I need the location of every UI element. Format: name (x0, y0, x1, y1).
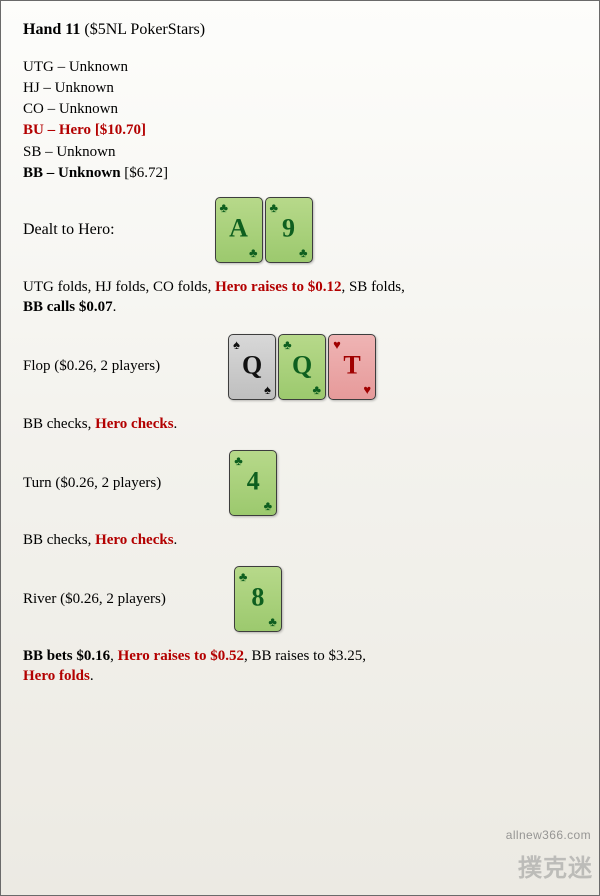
card-rank: 4 (247, 464, 260, 499)
pos-sb: SB – Unknown (23, 142, 577, 162)
hand-title: Hand 11 ($5NL PokerStars) (23, 19, 577, 41)
hero-cards: ♣A♣♣9♣ (215, 197, 313, 263)
flop-row: Flop ($0.26, 2 players) ♠Q♠♣Q♣♥T♥ (23, 334, 577, 400)
card-pip-icon: ♣ (270, 201, 279, 214)
turn-label: Turn ($0.26, 2 players) (23, 473, 161, 493)
card-pip-icon: ♣ (220, 201, 229, 214)
hand-stakes: ($5NL PokerStars) (80, 21, 205, 38)
card-rank: Q (242, 347, 262, 382)
playing-card: ♠Q♠ (228, 334, 276, 400)
river-hero-fold: Hero folds (23, 668, 90, 684)
playing-card: ♣A♣ (215, 197, 263, 263)
pos-co: CO – Unknown (23, 99, 577, 119)
card-pip-icon: ♥ (333, 338, 341, 351)
positions-list: UTG – Unknown HJ – Unknown CO – Unknown … (23, 57, 577, 184)
playing-card: ♥T♥ (328, 334, 376, 400)
river-row: River ($0.26, 2 players) ♣8♣ (23, 566, 577, 632)
flop-text-a: BB checks, (23, 416, 95, 432)
card-pip-icon: ♣ (313, 383, 322, 396)
dealt-label: Dealt to Hero: (23, 219, 115, 241)
card-rank: 9 (282, 211, 295, 246)
preflop-bb: BB calls $0.07 (23, 299, 113, 315)
card-pip-icon: ♣ (234, 454, 243, 467)
turn-text-b: . (174, 532, 178, 548)
card-rank: 8 (251, 580, 264, 615)
pos-bb: BB – Unknown [$6.72] (23, 163, 577, 183)
card-rank: Q (292, 347, 312, 382)
watermark-cn: 撲克迷 (518, 853, 593, 885)
preflop-dot: . (113, 299, 117, 315)
flop-label: Flop ($0.26, 2 players) (23, 356, 160, 376)
turn-action: BB checks, Hero checks. (23, 530, 577, 550)
pos-bu-stack: [$10.70] (91, 122, 146, 138)
flop-text-b: . (174, 416, 178, 432)
preflop-text-a: UTG folds, HJ folds, CO folds, (23, 279, 215, 295)
hand-number: Hand 11 (23, 21, 80, 38)
pos-bu: BU – Hero [$10.70] (23, 120, 577, 140)
card-pip-icon: ♥ (363, 383, 371, 396)
flop-action: BB checks, Hero checks. (23, 414, 577, 434)
card-pip-icon: ♣ (249, 246, 258, 259)
river-bb-bet: BB bets $0.16 (23, 648, 110, 664)
flop-hero: Hero checks (95, 416, 173, 432)
turn-cards: ♣ 4 ♣ (229, 450, 277, 516)
preflop-action: UTG folds, HJ folds, CO folds, Hero rais… (23, 277, 577, 318)
turn-text-a: BB checks, (23, 532, 95, 548)
card-pip-icon: ♠ (264, 383, 271, 396)
pos-bb-stack: [$6.72] (121, 165, 169, 181)
pos-bu-hero: BU – Hero (23, 122, 91, 138)
dealt-row: Dealt to Hero: ♣A♣♣9♣ (23, 197, 577, 263)
card-pip-icon: ♣ (268, 615, 277, 628)
card-rank: A (229, 211, 248, 246)
pos-utg: UTG – Unknown (23, 57, 577, 77)
preflop-hero: Hero raises to $0.12 (215, 279, 341, 295)
preflop-text-b: , SB folds, (341, 279, 404, 295)
river-hero-raise: Hero raises to $0.52 (118, 648, 244, 664)
pos-bb-label: BB – Unknown (23, 165, 121, 181)
river-cards: ♣8♣ (234, 566, 282, 632)
river-bb-reraise: , BB raises to $3.25, (244, 648, 366, 664)
card-pip-icon: ♣ (264, 499, 273, 512)
card-pip-icon: ♠ (233, 338, 240, 351)
turn-row: Turn ($0.26, 2 players) ♣ 4 ♣ (23, 450, 577, 516)
pos-hj: HJ – Unknown (23, 78, 577, 98)
card-rank: T (343, 347, 360, 382)
river-comma: , (110, 648, 118, 664)
river-dot: . (90, 668, 94, 684)
playing-card: ♣9♣ (265, 197, 313, 263)
playing-card: ♣Q♣ (278, 334, 326, 400)
river-label: River ($0.26, 2 players) (23, 589, 166, 609)
card-pip-icon: ♣ (283, 338, 292, 351)
card-pip-icon: ♣ (299, 246, 308, 259)
river-action: BB bets $0.16, Hero raises to $0.52, BB … (23, 646, 577, 687)
turn-hero: Hero checks (95, 532, 173, 548)
flop-cards: ♠Q♠♣Q♣♥T♥ (228, 334, 376, 400)
playing-card: ♣8♣ (234, 566, 282, 632)
playing-card: ♣ 4 ♣ (229, 450, 277, 516)
watermark-url: allnew366.com (506, 827, 591, 843)
card-pip-icon: ♣ (239, 570, 248, 583)
